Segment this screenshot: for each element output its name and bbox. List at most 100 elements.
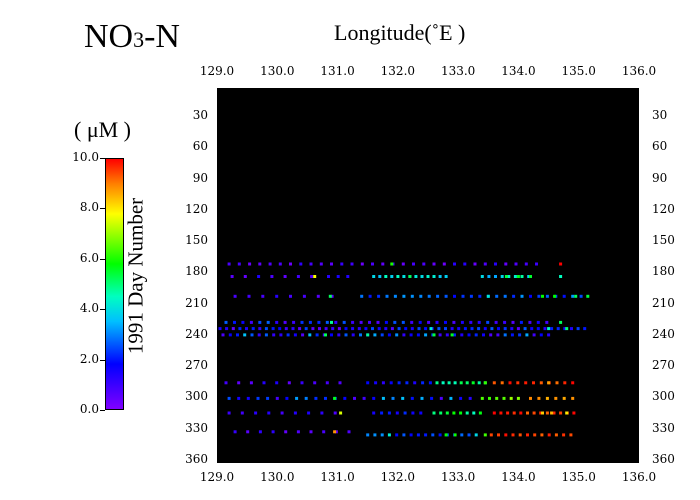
data-point: [536, 327, 540, 331]
data-point: [413, 381, 417, 385]
data-point: [554, 396, 558, 400]
data-point: [526, 433, 529, 437]
data-point: [436, 294, 440, 298]
data-point: [429, 327, 433, 331]
data-point: [227, 396, 231, 400]
data-point: [438, 275, 442, 278]
data-point: [310, 275, 314, 278]
data-point: [520, 294, 524, 298]
data-point: [444, 327, 447, 331]
data-point: [478, 411, 482, 415]
data-point: [401, 262, 405, 266]
data-point: [545, 396, 549, 400]
data-point: [390, 327, 394, 331]
data-point: [287, 381, 291, 385]
data-point: [469, 294, 473, 298]
data-point: [268, 262, 272, 266]
data-point: [500, 275, 504, 278]
colorbar-tick-label: 10.0: [72, 150, 99, 164]
data-point: [562, 294, 566, 298]
data-point: [526, 411, 529, 415]
data-point: [519, 411, 523, 415]
data-point: [494, 262, 497, 266]
data-point: [512, 411, 516, 415]
data-point: [246, 430, 250, 434]
data-point: [563, 381, 567, 385]
data-point: [336, 275, 340, 278]
data-point: [473, 262, 477, 266]
data-point: [337, 333, 341, 337]
y-tick-label-right: 300: [652, 389, 675, 404]
data-point: [518, 433, 522, 437]
data-point: [449, 396, 453, 400]
data-point: [289, 294, 292, 298]
data-point: [496, 333, 500, 337]
data-point: [237, 381, 241, 385]
data-point: [402, 333, 406, 337]
data-point: [334, 320, 338, 324]
data-point: [322, 430, 326, 434]
data-point: [547, 327, 551, 331]
data-point: [461, 294, 465, 298]
data-point: [419, 411, 423, 415]
data-point: [562, 396, 566, 400]
data-point: [474, 333, 478, 337]
data-point: [283, 275, 287, 278]
data-point: [374, 381, 378, 385]
x-tick-label-top: 135.0: [561, 64, 596, 78]
data-point: [507, 275, 511, 278]
data-point: [271, 327, 275, 331]
data-point: [337, 327, 341, 331]
data-point: [486, 320, 490, 324]
y-tick-label-left: 90: [192, 170, 208, 185]
data-point: [389, 381, 393, 385]
data-point: [373, 433, 377, 437]
data-point: [258, 262, 262, 266]
data-point: [327, 275, 330, 278]
y-tick-label-left: 210: [185, 295, 208, 310]
data-point: [453, 333, 456, 337]
data-point: [298, 327, 302, 331]
data-point: [504, 433, 508, 437]
x-tick-label-bottom: 131.0: [320, 470, 355, 484]
data-point: [469, 320, 473, 324]
data-point: [506, 411, 510, 415]
data-point: [387, 433, 391, 437]
data-point: [296, 275, 300, 278]
data-point: [324, 333, 327, 337]
x-tick-label-top: 129.0: [199, 64, 235, 78]
data-point: [397, 327, 401, 331]
data-point: [257, 275, 261, 278]
data-point: [384, 275, 388, 278]
data-point: [304, 396, 308, 400]
data-point: [463, 262, 467, 266]
data-point: [275, 381, 279, 385]
data-point: [218, 327, 222, 331]
data-point: [509, 396, 513, 400]
data-point: [495, 396, 499, 400]
data-point: [384, 320, 388, 324]
data-point: [528, 320, 532, 324]
data-point: [247, 294, 251, 298]
data-point: [500, 381, 504, 385]
data-point: [339, 411, 343, 415]
data-point: [453, 294, 456, 298]
data-point: [251, 327, 255, 331]
data-point: [233, 320, 236, 324]
data-point: [545, 411, 549, 415]
data-point: [414, 275, 418, 278]
data-point: [472, 411, 476, 415]
data-point: [482, 333, 485, 337]
data-point: [510, 327, 514, 331]
x-axis-label: Longitude(˚E ): [334, 20, 466, 45]
data-point: [313, 275, 317, 278]
data-point: [563, 327, 567, 331]
data-point: [351, 333, 355, 337]
colorbar-unit-label: ( μM ): [74, 117, 132, 142]
data-point: [524, 262, 528, 266]
data-point: [344, 327, 348, 331]
data-point: [487, 275, 491, 278]
y-tick-label-left: 30: [192, 108, 208, 123]
colorbar: [105, 158, 124, 410]
